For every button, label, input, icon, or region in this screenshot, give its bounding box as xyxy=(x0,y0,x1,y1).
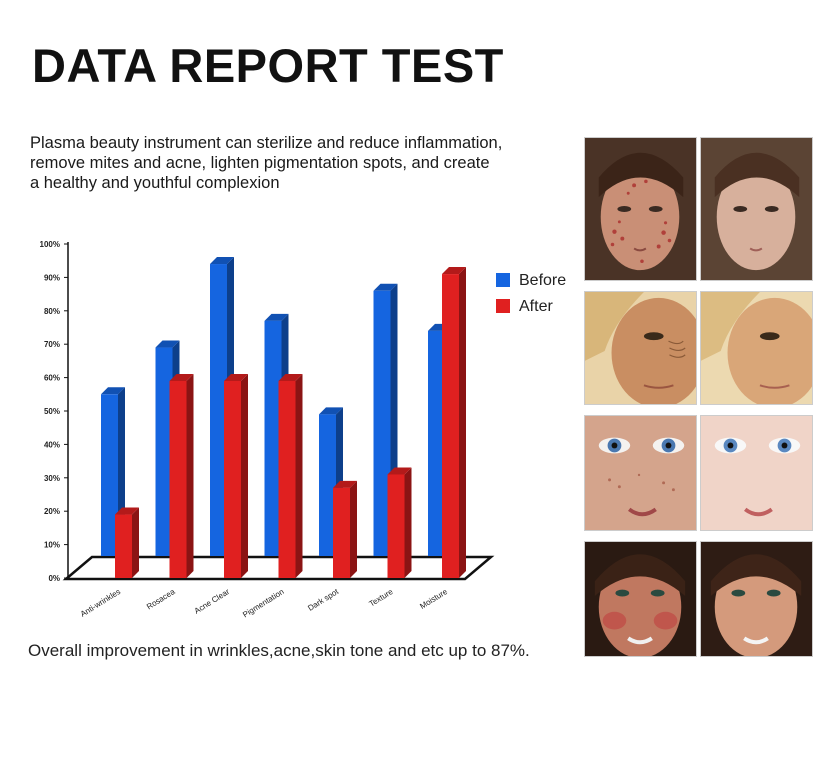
y-tick-label: 20% xyxy=(44,507,60,516)
bar-top xyxy=(155,340,180,348)
bar-front xyxy=(155,347,173,556)
bar-top xyxy=(224,373,248,381)
acne-before-photo xyxy=(584,137,697,281)
x-tick-label: Rosacea xyxy=(145,587,177,612)
bar-after-acne-clear xyxy=(224,373,248,578)
bar-after-texture xyxy=(387,467,412,578)
legend-label-before: Before xyxy=(519,272,566,289)
footer-note: Overall improvement in wrinkles,acne,ski… xyxy=(28,641,530,660)
y-tick-label: 70% xyxy=(44,340,60,349)
y-tick-label: 60% xyxy=(44,374,60,383)
bar-after-moisture xyxy=(442,267,466,578)
bar-front xyxy=(387,474,405,578)
redness-after-photo xyxy=(700,541,813,657)
bar-side xyxy=(295,373,303,578)
y-tick-label: 90% xyxy=(44,273,60,282)
page-title: DATA REPORT TEST xyxy=(32,39,504,92)
bar-after-pigmentation xyxy=(278,373,303,578)
y-tick-label: 80% xyxy=(44,307,60,316)
description: Plasma beauty instrument can sterilize a… xyxy=(30,133,550,193)
bar-front xyxy=(278,380,296,578)
y-tick-label: 30% xyxy=(44,474,60,483)
bar-side xyxy=(350,480,357,578)
bar-front xyxy=(101,394,118,556)
bar-front xyxy=(428,330,445,556)
bar-side xyxy=(241,373,248,578)
wrinkles-before-photo xyxy=(584,291,697,405)
bar-front xyxy=(442,274,459,578)
bar-chart: 0% 10% 20% 30% 40% 50% 60% 70% 80% 90% 100% Anti-wr… xyxy=(40,240,567,619)
x-tick-label: Pigmentation xyxy=(241,587,285,619)
bar-top xyxy=(101,387,125,395)
bar-front xyxy=(169,380,187,578)
bar-top xyxy=(387,467,412,475)
wrinkles-after-photo xyxy=(700,291,813,405)
bar-top xyxy=(373,283,398,291)
description-line: remove mites and acne, lighten pigmentat… xyxy=(30,154,490,172)
bar-front xyxy=(264,320,282,556)
bar-front xyxy=(373,290,391,556)
bar-front xyxy=(210,264,227,556)
x-tick-label: Moisture xyxy=(418,587,449,611)
redness-before-photo xyxy=(584,541,697,657)
bar-top xyxy=(442,267,466,275)
y-tick-label: 0% xyxy=(48,574,60,583)
description-line: a healthy and youthful complexion xyxy=(30,174,280,192)
acne-after-photo xyxy=(700,137,813,281)
bar-side xyxy=(404,467,412,578)
bar-top xyxy=(115,507,139,515)
bar-top xyxy=(210,257,234,265)
bar-top xyxy=(264,313,289,321)
bar-side xyxy=(132,507,139,578)
eyes-before-photo xyxy=(584,415,697,531)
x-tick-label: Texture xyxy=(368,587,395,609)
legend-label-after: After xyxy=(519,298,553,315)
bar-front xyxy=(224,380,241,578)
bar-top xyxy=(169,373,194,381)
bar-top xyxy=(278,373,303,381)
bar-front xyxy=(319,414,336,556)
y-tick-label: 50% xyxy=(44,407,60,416)
bar-side xyxy=(186,373,194,578)
bar-front xyxy=(333,487,350,578)
bar-after-rosacea xyxy=(169,373,194,578)
description-line: Plasma beauty instrument can sterilize a… xyxy=(30,134,503,152)
legend-swatch-after xyxy=(496,299,510,313)
bar-after-dark-spot xyxy=(333,480,357,578)
x-tick-label: Anti-wrinkles xyxy=(79,587,122,619)
legend-swatch-before xyxy=(496,273,510,287)
bar-top xyxy=(333,480,357,488)
y-tick-label: 40% xyxy=(44,440,60,449)
x-tick-label: Dark spot xyxy=(306,587,340,613)
eyes-after-photo xyxy=(700,415,813,531)
before-after-photo-grid xyxy=(584,137,814,657)
bar-after-anti-wrinkles xyxy=(115,507,139,578)
y-tick-label: 10% xyxy=(44,541,60,550)
x-tick-label: Acne Clear xyxy=(193,587,232,616)
bar-side xyxy=(459,267,466,578)
bar-top xyxy=(319,407,343,415)
bar-front xyxy=(115,514,132,578)
y-tick-label: 100% xyxy=(40,240,60,249)
